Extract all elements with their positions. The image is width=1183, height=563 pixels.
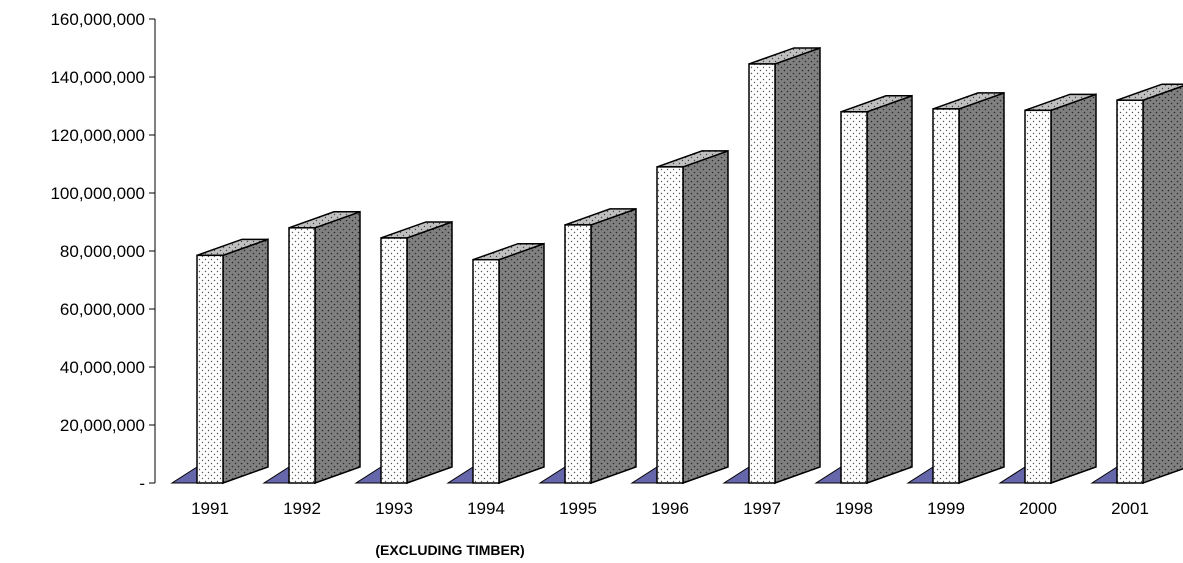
y-tick-label: 20,000,000 (60, 416, 145, 435)
bar-side-face (866, 94, 913, 485)
y-tick-label: - (139, 474, 145, 493)
bar-side-face (774, 46, 821, 485)
floor-marker (906, 466, 934, 484)
bar (472, 242, 545, 485)
bar (748, 46, 821, 485)
bar-front-face (1024, 109, 1052, 484)
bar-side-face (314, 210, 361, 485)
bar-front-face (564, 224, 592, 484)
bar-front-face (1116, 99, 1144, 484)
floor-marker (998, 466, 1026, 484)
bar-front-face (472, 258, 500, 484)
bar (196, 238, 269, 485)
bar (1116, 83, 1183, 485)
bar-front-face (840, 111, 868, 484)
y-tick-label: 120,000,000 (50, 126, 145, 145)
x-tick-label: 1991 (191, 499, 229, 518)
x-axis-labels: 1991 1992 1993 1994 1995 1996 1997 1998 1999 2000… (191, 499, 1149, 518)
floor-marker (170, 466, 198, 484)
bar (564, 207, 637, 485)
y-tick-label: 160,000,000 (50, 10, 145, 29)
x-tick-label: 1997 (743, 499, 781, 518)
floor-markers (170, 466, 1118, 484)
bar-side-face (1050, 93, 1097, 485)
bar-side-face (498, 242, 545, 485)
bar-side-face (590, 207, 637, 485)
y-axis: - 20,000,000 40,000,000 60,000,000 80,000,00… (50, 10, 156, 493)
x-tick-label: 1993 (375, 499, 413, 518)
y-tick-label: 140,000,000 (50, 68, 145, 87)
bar-front-face (196, 254, 224, 484)
y-tick-label: 40,000,000 (60, 358, 145, 377)
bar-front-face (380, 237, 408, 484)
bar-front-face (932, 108, 960, 484)
bar-front-face (288, 227, 316, 484)
bar-front-face (748, 63, 776, 484)
x-tick-label: 2001 (1111, 499, 1149, 518)
bar-side-face (222, 238, 269, 485)
floor-marker (722, 466, 750, 484)
bars (196, 46, 1183, 485)
floor-marker (262, 466, 290, 484)
bar (380, 220, 453, 485)
bar-side-face (406, 220, 453, 485)
y-tick-label: 80,000,000 (60, 242, 145, 261)
bar (656, 149, 729, 485)
bar-side-face (682, 149, 729, 485)
x-tick-label: 1999 (927, 499, 965, 518)
bar (1024, 93, 1097, 485)
bar-side-face (1142, 85, 1183, 485)
x-tick-label: 2000 (1019, 499, 1057, 518)
x-tick-label: 1994 (467, 499, 505, 518)
x-tick-label: 1996 (651, 499, 689, 518)
bar (840, 94, 913, 485)
floor-marker (814, 466, 842, 484)
floor-marker (446, 466, 474, 484)
bar (288, 210, 361, 485)
x-axis-title: (EXCLUDING TIMBER) (375, 542, 524, 558)
floor-marker (538, 466, 566, 484)
x-tick-label: 1998 (835, 499, 873, 518)
y-tick-label: 100,000,000 (50, 184, 145, 203)
floor-marker (354, 466, 382, 484)
floor-marker (630, 466, 658, 484)
bar (932, 91, 1005, 485)
x-tick-label: 1995 (559, 499, 597, 518)
x-tick-label: 1992 (283, 499, 321, 518)
bar-front-face (656, 166, 684, 484)
floor-marker (1090, 466, 1118, 484)
y-tick-label: 60,000,000 (60, 300, 145, 319)
bar-side-face (958, 91, 1005, 485)
